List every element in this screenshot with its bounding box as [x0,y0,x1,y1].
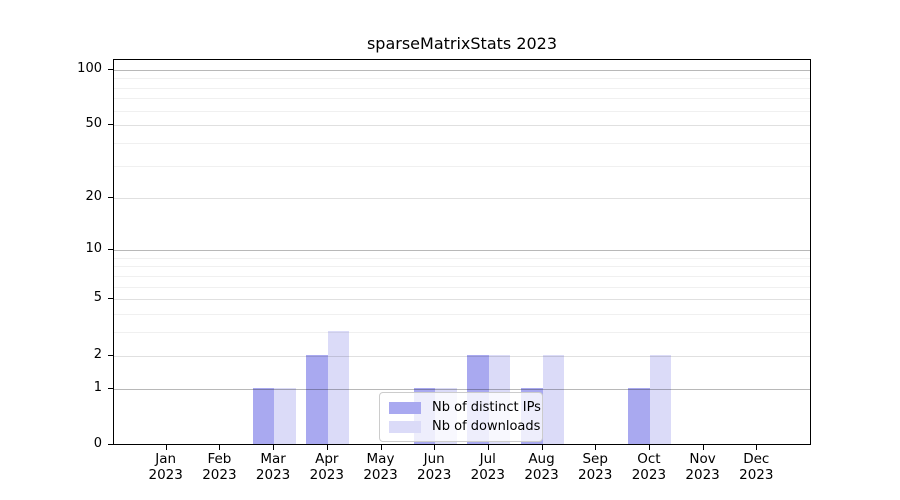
ytick-mark-0 [108,444,113,445]
ytick-label-20: 20 [85,188,102,204]
xtick-label-oct: Oct 2023 [631,451,667,483]
xtick-mark-may [380,445,382,450]
gridline-minor-90 [114,78,810,80]
ytick-mark-50 [108,124,113,126]
xtick-mark-aug [541,445,543,450]
gridline-major-50 [114,125,810,127]
ytick-mark-2 [108,354,113,356]
ytick-label-1: 1 [93,379,102,395]
ytick-mark-20 [108,196,113,198]
ytick-label-100: 100 [77,60,102,76]
ytick-label-10: 10 [85,241,102,257]
gridline-minor-40 [114,143,810,145]
chart-title: sparseMatrixStats 2023 [366,34,558,53]
xtick-label-mar: Mar 2023 [255,451,291,483]
legend-swatch-distinct-ips [389,401,421,414]
ytick-label-2: 2 [93,346,102,362]
gridline-decade-100 [114,69,810,71]
xtick-label-jun: Jun 2023 [417,451,452,483]
xtick-label-jul: Jul 2023 [470,451,505,483]
legend-swatch-downloads [389,420,421,433]
gridline-minor-3 [114,332,810,334]
bar-downloads-mar [274,387,296,444]
gridline-minor-7 [114,275,810,277]
legend: Nb of distinct IPs Nb of downloads [379,392,543,442]
gridline-major-2 [114,355,810,357]
ytick-label-50: 50 [85,116,102,132]
legend-label-downloads: Nb of downloads [432,418,541,434]
grid-layer [114,60,810,444]
ytick-mark-10 [108,249,113,251]
xtick-label-jan: Jan 2023 [148,451,183,483]
gridline-minor-9 [114,257,810,259]
xtick-label-aug: Aug 2023 [524,451,559,483]
gridline-minor-30 [114,165,810,167]
xtick-label-dec: Dec 2023 [739,451,774,483]
bar-downloads-apr [327,331,350,444]
legend-item-distinct-ips: Nb of distinct IPs [389,398,541,417]
legend-item-downloads: Nb of downloads [389,417,540,436]
xtick-mark-jul [487,445,489,450]
ytick-label-0: 0 [93,436,102,451]
xtick-mark-apr [326,445,328,450]
xtick-label-feb: Feb 2023 [202,451,237,483]
bar-distinct-ips-apr [306,354,328,444]
ytick-mark-100 [108,68,113,70]
xtick-mark-sep [595,445,597,450]
xtick-label-apr: Apr 2023 [309,451,344,483]
bar-distinct-ips-mar [252,387,275,444]
xtick-label-sep: Sep 2023 [578,451,613,483]
xtick-mark-dec [756,445,758,450]
gridline-minor-80 [114,87,810,89]
gridline-major-20 [114,197,810,199]
gridline-major-5 [114,299,810,301]
xtick-mark-jun [434,445,436,450]
gridline-minor-60 [114,110,810,112]
bar-downloads-oct [649,354,672,444]
xtick-label-nov: Nov 2023 [685,451,720,483]
ytick-label-5: 5 [93,290,102,306]
gridline-decade-1 [114,388,810,390]
gridline-minor-8 [114,266,810,268]
gridline-minor-70 [114,98,810,100]
bar-distinct-ips-oct [628,387,650,444]
gridline-minor-4 [114,314,810,316]
plot-area [113,59,811,445]
xtick-mark-jan [165,445,167,450]
gridline-decade-10 [114,250,810,252]
bar-downloads-aug [542,354,564,444]
ytick-mark-1 [108,387,113,389]
xtick-mark-nov [702,445,704,450]
xtick-mark-mar [273,445,275,450]
gridline-minor-6 [114,286,810,288]
xtick-mark-oct [648,445,650,450]
xtick-mark-feb [219,445,221,450]
xtick-label-may: May 2023 [363,451,398,483]
ytick-mark-5 [108,298,113,300]
legend-label-distinct-ips: Nb of distinct IPs [432,399,541,415]
